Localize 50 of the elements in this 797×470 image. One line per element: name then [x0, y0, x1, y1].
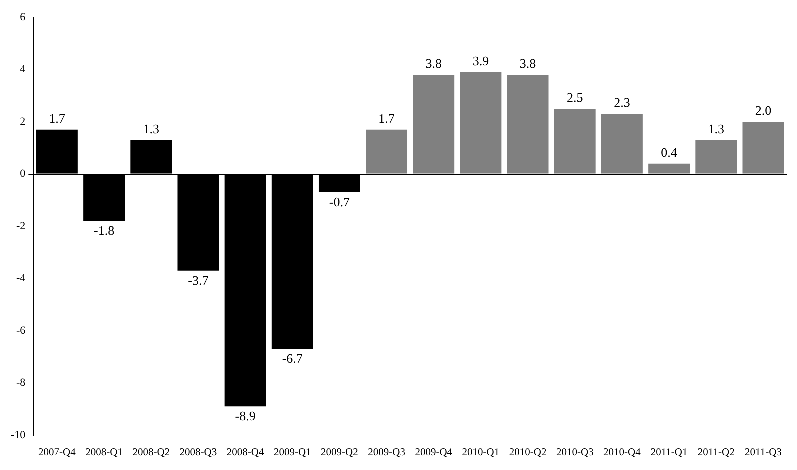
bar	[413, 75, 455, 174]
bar	[366, 130, 408, 174]
data-label: 1.7	[378, 110, 396, 126]
x-tick-label: 2009-Q2	[321, 447, 358, 458]
x-tick-label: 2010-Q4	[604, 447, 642, 458]
bar	[554, 108, 596, 174]
y-tick-label: -6	[16, 324, 26, 337]
bar	[648, 164, 690, 174]
y-tick-label: 2	[20, 116, 26, 128]
bar	[507, 75, 549, 174]
x-tick-label: 2010-Q3	[556, 447, 594, 458]
data-label: -8.9	[235, 408, 256, 424]
data-label: 1.3	[708, 121, 724, 136]
data-label: -6.7	[282, 351, 304, 366]
x-tick-label: 2010-Q1	[462, 447, 500, 458]
x-tick-label: 2009-Q3	[368, 447, 406, 458]
y-tick-label: -4	[16, 272, 26, 285]
bar	[696, 140, 738, 174]
x-tick-label: 2007-Q4	[38, 447, 77, 458]
x-tick-label: 2011-Q2	[698, 447, 735, 458]
y-tick-label: 0	[20, 168, 26, 180]
y-tick-label: 6	[20, 11, 26, 24]
data-label: 3.9	[472, 53, 490, 68]
data-label: 1.7	[49, 110, 66, 126]
data-label: -0.7	[329, 194, 350, 210]
x-tick-label: 2011-Q3	[744, 447, 782, 458]
data-label: 3.8	[426, 56, 442, 71]
x-tick-label: 2009-Q1	[274, 447, 312, 458]
x-tick-label: 2008-Q4	[226, 447, 265, 458]
bar	[460, 72, 502, 174]
x-tick-label: 2009-Q4	[415, 447, 454, 458]
data-label: 3.8	[520, 56, 536, 71]
bar	[601, 114, 643, 174]
y-tick-label: 4	[20, 64, 26, 76]
data-label: 2.5	[567, 90, 584, 105]
x-tick-label: 2008-Q1	[86, 447, 123, 458]
data-label: -1.8	[94, 223, 115, 238]
bar	[742, 122, 784, 174]
x-tick-label: 2010-Q2	[509, 447, 547, 458]
y-tick-label: -8	[16, 377, 26, 390]
data-label: 2.0	[755, 102, 772, 118]
x-tick-label: 2008-Q3	[180, 447, 218, 458]
x-tick-label: 2011-Q1	[650, 447, 688, 458]
data-label: 0.4	[661, 144, 678, 160]
y-tick-label: -10	[10, 429, 26, 442]
data-label: 1.3	[143, 121, 160, 136]
data-label: 2.3	[614, 95, 630, 110]
y-tick-label: -2	[16, 220, 26, 232]
data-label: -3.7	[188, 272, 210, 288]
x-tick-label: 2008-Q2	[132, 447, 170, 458]
